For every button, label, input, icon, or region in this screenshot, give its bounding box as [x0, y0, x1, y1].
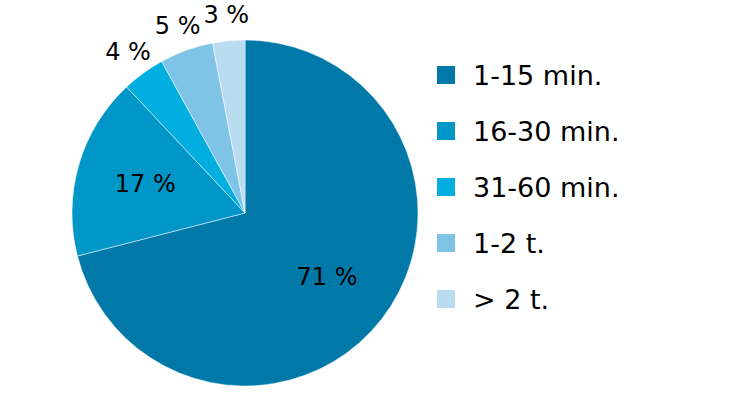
legend-swatch: [437, 234, 455, 252]
legend-swatch: [437, 178, 455, 196]
legend-label: 1-2 t.: [473, 228, 545, 259]
legend-swatch: [437, 66, 455, 84]
data-label: 71 %: [297, 263, 358, 291]
data-label: 4 %: [105, 38, 151, 66]
legend-swatch: [437, 122, 455, 140]
legend-label: > 2 t.: [473, 284, 549, 315]
data-label: 3 %: [203, 1, 249, 29]
legend-swatch: [437, 290, 455, 308]
data-label: 5 %: [155, 12, 201, 40]
pie-slice: [213, 40, 245, 213]
chart: 71 % 17 % 4 %5 %3 % 1-15 min. 16-30 min. 31-6…: [0, 0, 750, 396]
legend-label: 31-60 min.: [473, 172, 620, 203]
legend-label: 1-15 min.: [473, 60, 602, 91]
data-label: 17 %: [115, 170, 176, 198]
legend-label: 16-30 min.: [473, 116, 620, 147]
